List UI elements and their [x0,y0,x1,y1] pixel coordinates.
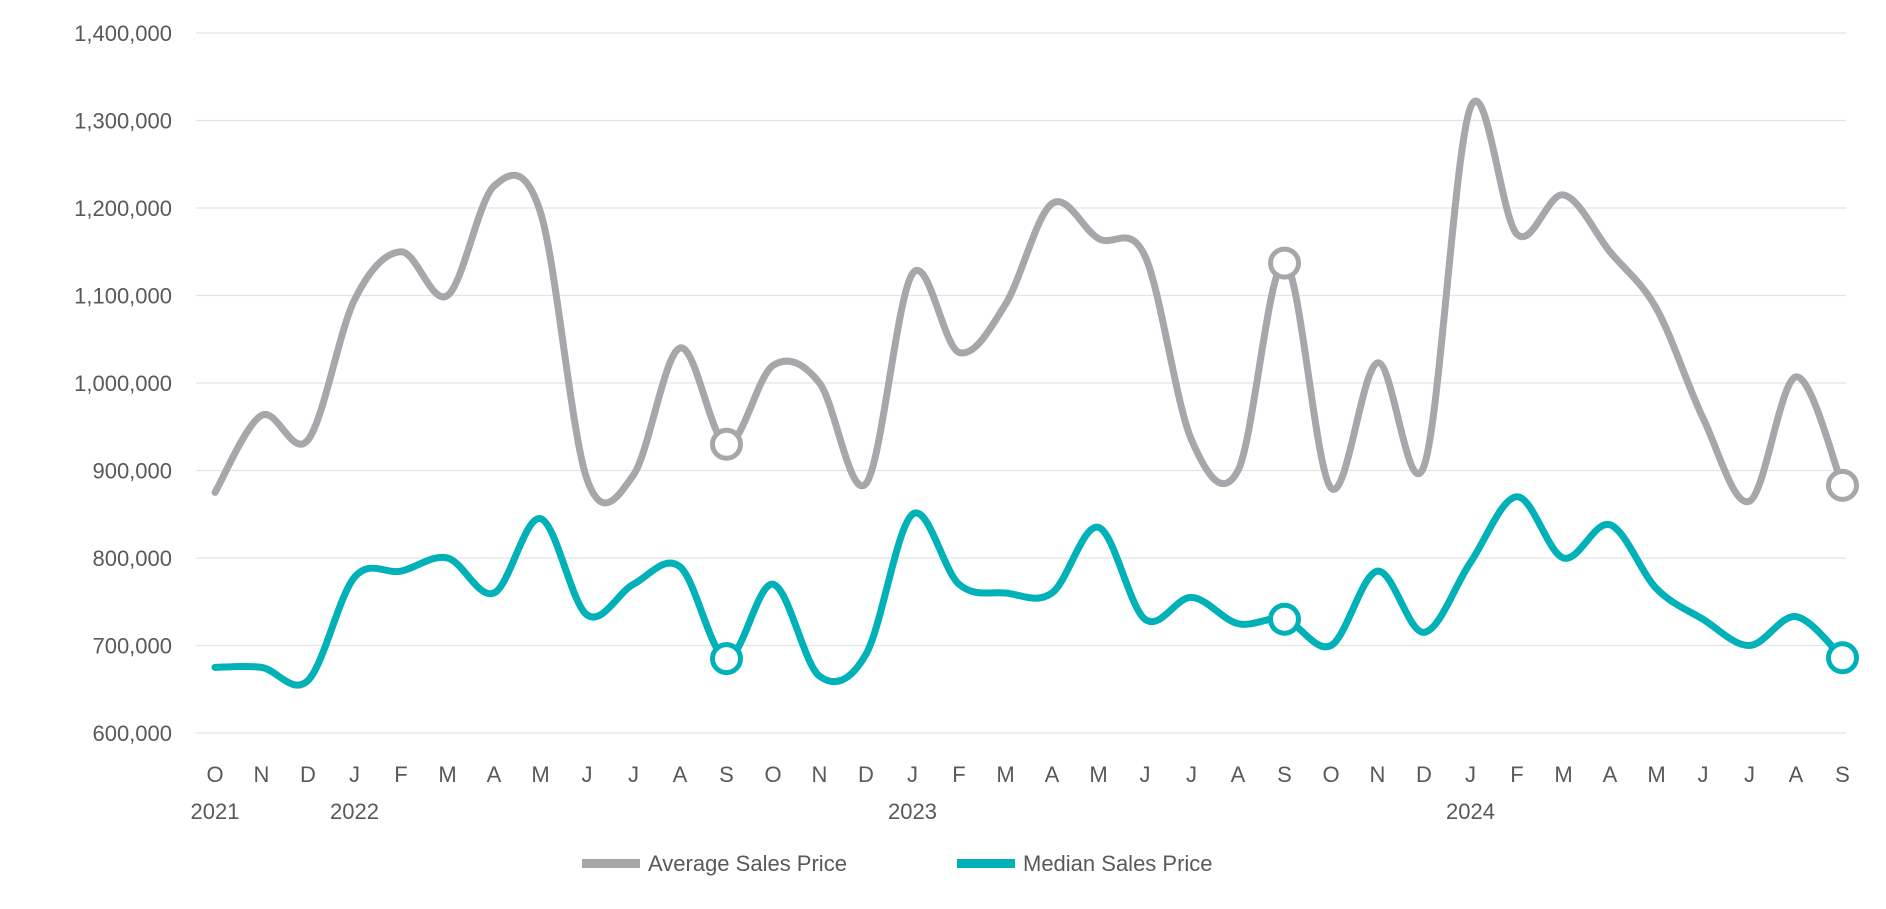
gridlines [196,32,1846,734]
median-sales-price-legend-swatch [957,859,1015,868]
y-tick-label: 900,000 [92,459,172,484]
series-lines [211,97,1846,689]
y-axis-tick-labels: 600,000 700,000 800,000 900,000 1,000,000 1,1… [74,21,172,746]
average-sales-price-legend-swatch [582,859,640,868]
x-tick-label: S [1277,762,1292,787]
x-tick-label: A [1045,762,1060,787]
median-sales-price-line [211,493,1846,689]
x-tick-label: N [254,762,270,787]
year-label: 2021 [191,799,240,824]
x-tick-label: F [1510,762,1523,787]
x-tick-label: D [858,762,874,787]
y-tick-label: 1,400,000 [74,21,172,46]
average-sales-price-point-marker [710,427,743,461]
x-tick-label: N [1370,762,1386,787]
year-label: 2023 [888,799,937,824]
x-tick-label: S [719,762,734,787]
median-sales-price-point-marker [1826,641,1859,675]
x-tick-label: J [628,762,639,787]
x-tick-label: F [394,762,407,787]
x-tick-label: A [1789,762,1804,787]
y-tick-label: 700,000 [92,634,172,659]
x-tick-label: J [582,762,593,787]
x-tick-label: D [300,762,316,787]
x-tick-label: J [907,762,918,787]
x-tick-label: J [1698,762,1709,787]
average-sales-price-legend-label: Average Sales Price [648,851,847,876]
x-tick-label: O [1322,762,1339,787]
average-sales-price-point-marker [1826,468,1859,502]
x-tick-label: A [673,762,688,787]
x-tick-label: A [1231,762,1246,787]
x-tick-label: J [1140,762,1151,787]
y-tick-label: 600,000 [92,721,172,746]
x-tick-label: M [1647,762,1665,787]
year-label: 2024 [1446,799,1495,824]
y-tick-label: 1,300,000 [74,109,172,134]
x-tick-label: J [1744,762,1755,787]
x-tick-label: D [1416,762,1432,787]
y-tick-label: 1,100,000 [74,284,172,309]
average-sales-price-line [211,97,1846,507]
y-tick-label: 1,000,000 [74,371,172,396]
x-tick-label: J [1186,762,1197,787]
x-tick-label: A [1603,762,1618,787]
x-tick-label: A [487,762,502,787]
x-tick-label: M [996,762,1014,787]
median-sales-price-legend-label: Median Sales Price [1023,851,1213,876]
x-tick-label: F [952,762,965,787]
year-label: 2022 [330,799,379,824]
x-tick-label: O [764,762,781,787]
legend: Average Sales Price Median Sales Price [582,851,1213,876]
x-tick-label: N [812,762,828,787]
average-sales-price-point-marker [1268,246,1301,280]
x-axis-year-labels: 2021 2022 2023 2024 [191,799,1495,824]
y-tick-label: 1,200,000 [74,196,172,221]
x-tick-label: J [1465,762,1476,787]
x-tick-label: S [1835,762,1850,787]
x-tick-label: M [531,762,549,787]
median-sales-price-point-marker [1268,602,1301,636]
median-sales-price-point-marker [710,642,743,676]
x-tick-label: O [206,762,223,787]
x-tick-label: M [1089,762,1107,787]
x-tick-label: M [438,762,456,787]
x-tick-label: M [1554,762,1572,787]
x-tick-label: J [349,762,360,787]
y-tick-label: 800,000 [92,546,172,571]
series-markers [710,246,1859,676]
